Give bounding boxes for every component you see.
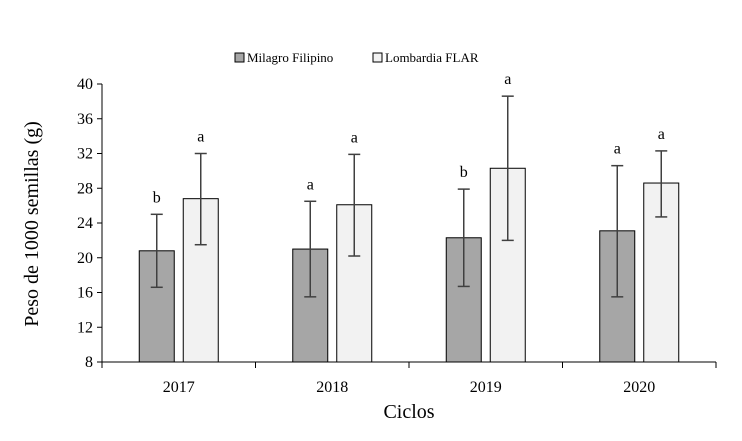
y-tick-label: 28 xyxy=(77,180,93,197)
y-tick-label: 20 xyxy=(77,250,93,267)
bars xyxy=(138,167,680,363)
x-axis-title: Ciclos xyxy=(383,401,434,423)
y-tick-label: 12 xyxy=(77,319,93,336)
legend-label-milagro-filipino: Milagro Filipino xyxy=(247,50,333,65)
significance-label: a xyxy=(658,126,665,143)
y-tick-label: 40 xyxy=(77,76,93,93)
legend-swatch-lombardia-flar xyxy=(372,52,383,63)
x-tick-label: 2017 xyxy=(163,379,195,396)
legend: Milagro Filipino Lombardia FLAR xyxy=(234,50,479,65)
y-axis-title: Peso de 1000 semillas (g) xyxy=(21,121,43,327)
y-tick-label: 36 xyxy=(77,111,93,128)
significance-label: a xyxy=(614,141,621,158)
y-tick-label: 16 xyxy=(77,285,93,302)
y-tick-label: 32 xyxy=(77,146,93,163)
significance-label: b xyxy=(153,189,161,206)
y-tick-label: 8 xyxy=(85,354,93,371)
significance-label: a xyxy=(504,71,511,88)
legend-label-lombardia-flar: Lombardia FLAR xyxy=(385,50,479,65)
x-tick-label: 2018 xyxy=(316,379,348,396)
significance-labels: b a b a a a a a xyxy=(153,71,665,206)
x-tick-label: 2019 xyxy=(470,379,502,396)
significance-label: b xyxy=(460,164,468,181)
legend-swatch-milagro-filipino xyxy=(234,52,245,63)
error-bars xyxy=(150,95,668,298)
x-tick-label: 2020 xyxy=(623,379,655,396)
x-axis: 2017 2018 2019 2020 xyxy=(101,361,717,396)
significance-label: a xyxy=(197,129,204,146)
y-tick-label: 24 xyxy=(77,215,93,232)
significance-label: a xyxy=(351,129,358,146)
significance-label: a xyxy=(307,176,314,193)
y-axis: 8 12 16 20 24 28 32 36 40 xyxy=(77,76,103,371)
